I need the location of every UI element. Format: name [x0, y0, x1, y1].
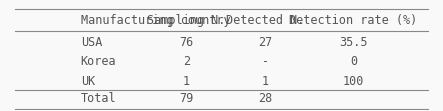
Text: Detection rate (%): Detection rate (%) — [289, 14, 418, 27]
Text: 28: 28 — [258, 92, 272, 105]
Text: Sampling N.: Sampling N. — [147, 14, 225, 27]
Text: Detected N.: Detected N. — [226, 14, 305, 27]
Text: 27: 27 — [258, 36, 272, 49]
Text: 100: 100 — [343, 75, 364, 88]
Text: 76: 76 — [179, 36, 194, 49]
Text: Total: Total — [81, 92, 116, 105]
Text: Manufacturing country: Manufacturing country — [81, 14, 230, 27]
Text: -: - — [262, 56, 269, 68]
Text: 1: 1 — [183, 75, 190, 88]
Text: 0: 0 — [350, 56, 357, 68]
Text: USA: USA — [81, 36, 102, 49]
Text: Korea: Korea — [81, 56, 116, 68]
Text: 79: 79 — [179, 92, 194, 105]
Text: 2: 2 — [183, 56, 190, 68]
Text: 1: 1 — [262, 75, 269, 88]
Text: UK: UK — [81, 75, 95, 88]
Text: 35.5: 35.5 — [339, 36, 368, 49]
